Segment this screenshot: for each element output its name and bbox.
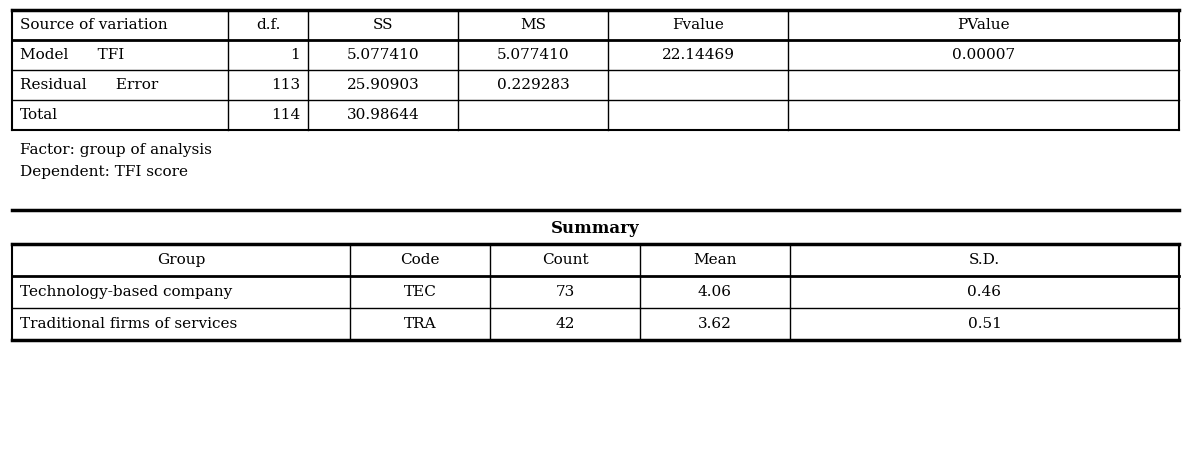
Text: 0.51: 0.51 (967, 317, 1002, 331)
Text: 73: 73 (555, 285, 574, 299)
Text: 5.077410: 5.077410 (347, 48, 419, 62)
Text: 4.06: 4.06 (698, 285, 732, 299)
Text: 25.90903: 25.90903 (347, 78, 419, 92)
Text: Group: Group (157, 253, 205, 267)
Text: 114: 114 (270, 108, 300, 122)
Text: 0.46: 0.46 (967, 285, 1002, 299)
Text: Technology-based company: Technology-based company (20, 285, 232, 299)
Text: 5.077410: 5.077410 (497, 48, 569, 62)
Text: MS: MS (520, 18, 545, 32)
Text: S.D.: S.D. (969, 253, 1000, 267)
Text: 3.62: 3.62 (698, 317, 732, 331)
Text: TEC: TEC (404, 285, 436, 299)
Text: Traditional firms of services: Traditional firms of services (20, 317, 237, 331)
Text: TRA: TRA (404, 317, 436, 331)
Text: Total: Total (20, 108, 58, 122)
Text: 42: 42 (555, 317, 575, 331)
Text: Fvalue: Fvalue (672, 18, 724, 32)
Text: Dependent: TFI score: Dependent: TFI score (20, 165, 188, 179)
Text: Residual      Error: Residual Error (20, 78, 158, 92)
Text: Source of variation: Source of variation (20, 18, 168, 32)
Text: Mean: Mean (693, 253, 737, 267)
Text: Count: Count (542, 253, 588, 267)
Text: Model      TFI: Model TFI (20, 48, 124, 62)
Text: d.f.: d.f. (256, 18, 280, 32)
Text: 113: 113 (270, 78, 300, 92)
Text: Code: Code (400, 253, 439, 267)
Text: 1: 1 (291, 48, 300, 62)
Text: 0.229283: 0.229283 (497, 78, 569, 92)
Text: SS: SS (373, 18, 393, 32)
Text: Factor: group of analysis: Factor: group of analysis (20, 143, 212, 157)
Text: 30.98644: 30.98644 (347, 108, 419, 122)
Text: 22.14469: 22.14469 (661, 48, 735, 62)
Text: PValue: PValue (958, 18, 1010, 32)
Text: 0.00007: 0.00007 (952, 48, 1015, 62)
Text: Summary: Summary (551, 219, 640, 237)
